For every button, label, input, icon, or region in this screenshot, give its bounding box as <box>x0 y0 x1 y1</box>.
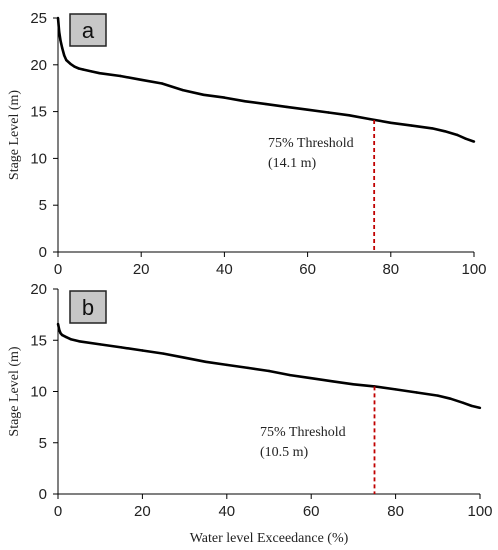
y-axis-title: Stage Level (m) <box>7 346 22 437</box>
data-point <box>306 108 309 111</box>
x-tick-label: 80 <box>382 261 399 278</box>
data-point <box>181 88 184 92</box>
data-point <box>62 54 66 57</box>
data-point <box>264 102 268 106</box>
data-point <box>288 373 292 377</box>
data-point <box>436 394 439 397</box>
x-tick-label: 0 <box>54 261 62 278</box>
y-tick-label: 5 <box>39 197 47 214</box>
data-point <box>244 100 247 103</box>
data-point <box>285 105 288 109</box>
data-point <box>61 46 64 50</box>
data-point <box>223 96 226 99</box>
data-point <box>456 133 459 137</box>
data-point <box>69 62 72 66</box>
y-tick-label: 10 <box>30 384 47 401</box>
data-point <box>160 82 164 85</box>
data-point <box>98 72 101 75</box>
y-axis-title: Stage Level (m) <box>7 90 22 181</box>
data-point <box>65 58 68 62</box>
data-point <box>58 30 61 34</box>
y-tick-label: 15 <box>30 332 47 349</box>
data-point <box>162 352 165 355</box>
data-point <box>331 380 334 383</box>
data-point <box>58 328 61 332</box>
data-point <box>81 68 85 71</box>
y-tick-label: 20 <box>30 281 47 298</box>
data-point <box>368 117 372 121</box>
data-point <box>61 333 64 337</box>
data-point <box>464 137 467 140</box>
data-point <box>90 70 93 73</box>
data-point <box>56 322 60 326</box>
data-point <box>348 114 351 117</box>
panel-label: b <box>82 295 94 320</box>
data-point <box>415 391 418 394</box>
y-tick-label: 0 <box>39 244 47 261</box>
y-tick-label: 20 <box>30 57 47 74</box>
data-point <box>267 369 271 373</box>
data-point <box>77 340 81 343</box>
panel-label-box <box>69 13 107 47</box>
y-tick-label: 0 <box>39 486 47 503</box>
data-point <box>141 349 144 352</box>
data-point <box>69 338 72 341</box>
stage-level-line <box>56 323 481 410</box>
data-point <box>472 140 476 143</box>
x-tick-label: 60 <box>299 261 316 278</box>
chart-panel-b: 0 20 40 60 80 100 0 5 10 15 20 Stage Level (m) Water… <box>7 281 493 546</box>
y-tick-label: 25 <box>30 10 47 27</box>
y-tick-label: 5 <box>39 435 47 452</box>
threshold-annotation: (10.5 m) <box>260 445 309 460</box>
data-point <box>77 67 81 70</box>
data-point <box>389 121 392 125</box>
threshold-annotation: 75% Threshold <box>260 425 346 440</box>
data-point <box>65 336 68 339</box>
data-point <box>461 401 465 404</box>
panel-label: a <box>82 18 95 43</box>
y-tick-label: 15 <box>30 104 47 121</box>
data-point <box>449 397 452 400</box>
data-point <box>119 74 122 78</box>
data-point <box>431 127 434 130</box>
data-point <box>204 360 207 363</box>
data-point <box>183 356 186 359</box>
data-point <box>394 388 397 391</box>
y-tick-label: 10 <box>30 150 47 167</box>
data-point <box>225 363 228 367</box>
data-point <box>327 111 330 114</box>
x-tick-label: 20 <box>134 503 151 520</box>
threshold-annotation: (14.1 m) <box>268 156 317 171</box>
data-point <box>352 383 355 386</box>
data-point <box>202 93 205 97</box>
data-point <box>120 346 123 349</box>
panel-label-box <box>69 290 107 324</box>
data-point <box>310 377 313 380</box>
threshold-annotation: 75% Threshold <box>268 136 354 151</box>
data-point <box>470 404 473 408</box>
x-axis-title: Water level Exceedance (%) <box>190 531 349 546</box>
x-tick-label: 100 <box>461 261 486 278</box>
x-tick-label: 80 <box>387 503 404 520</box>
x-tick-label: 20 <box>133 261 150 278</box>
x-tick-label: 40 <box>218 503 235 520</box>
x-tick-label: 60 <box>303 503 320 520</box>
stage-level-line <box>56 17 475 143</box>
x-tick-label: 0 <box>54 503 62 520</box>
data-point <box>99 343 102 346</box>
data-point <box>59 331 62 335</box>
data-point <box>410 124 413 127</box>
data-point <box>443 130 447 133</box>
data-point <box>56 16 60 20</box>
data-point <box>246 366 250 370</box>
data-point <box>478 406 482 410</box>
x-tick-label: 100 <box>467 503 492 520</box>
data-point <box>59 39 62 42</box>
chart-panel-a: 0 20 40 60 80 100 0 5 10 15 20 25 Stage Level (m) 75%… <box>7 10 487 278</box>
x-tick-label: 40 <box>216 261 233 278</box>
data-point <box>140 78 143 82</box>
data-point <box>73 65 76 68</box>
